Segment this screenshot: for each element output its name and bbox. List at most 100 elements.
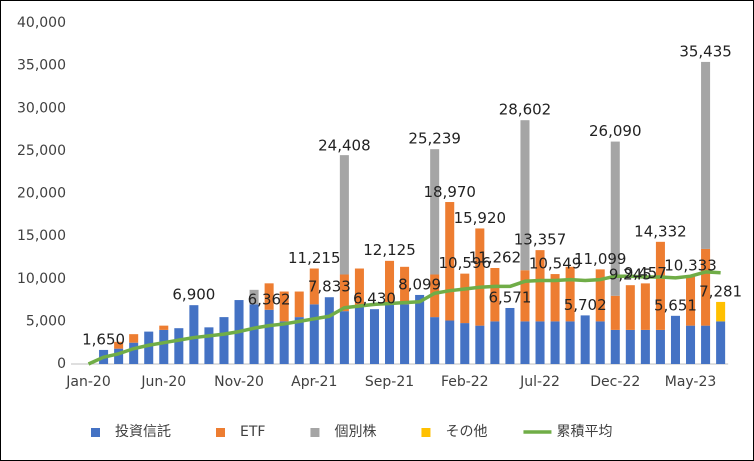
- bar-segment: [385, 260, 395, 305]
- data-label: 6,900: [172, 286, 215, 304]
- data-label: 15,920: [454, 209, 507, 227]
- legend-swatch: [310, 428, 320, 437]
- bar-segment: [415, 294, 425, 364]
- data-label: 14,332: [634, 222, 687, 240]
- bar-segment: [430, 317, 440, 364]
- data-label: 13,357: [514, 231, 567, 249]
- line: [87, 270, 721, 366]
- bar-segment: [701, 248, 711, 326]
- bar-segment: [610, 329, 620, 364]
- data-label: 25,239: [408, 129, 461, 147]
- bar-segment: [595, 321, 605, 364]
- data-label: 7,833: [308, 278, 351, 296]
- bar-segment: [610, 141, 620, 296]
- y-tick-label: 20,000: [17, 186, 66, 202]
- x-tick-label: Jul-22: [519, 374, 560, 390]
- data-label: 24,408: [318, 136, 371, 154]
- legend-label: 累積平均: [556, 424, 612, 440]
- bar-segment: [640, 283, 650, 330]
- data-label: 35,435: [679, 42, 732, 60]
- bar-segment: [460, 323, 470, 364]
- bar-segment: [249, 289, 259, 305]
- bar-segment: [460, 273, 470, 324]
- legend-label: その他: [445, 424, 487, 440]
- bar-segment: [520, 321, 530, 364]
- bar-segment: [505, 307, 515, 364]
- bar-segment: [490, 321, 500, 364]
- bar-segment: [655, 241, 665, 330]
- bar-segment: [159, 329, 169, 364]
- data-label: 10,549: [529, 255, 582, 273]
- bar-segment: [400, 266, 410, 305]
- bar-segment: [565, 266, 575, 322]
- bar-segment: [294, 317, 304, 364]
- x-tick-label: Nov-20: [214, 374, 264, 390]
- y-tick-label: 0: [57, 356, 66, 372]
- bar-segment: [385, 304, 395, 364]
- bar-segment: [430, 149, 440, 275]
- bar-segment: [249, 304, 259, 364]
- bar-segment: [625, 285, 635, 330]
- bar-segment: [400, 304, 410, 364]
- bar-segment: [279, 291, 289, 322]
- x-tick-label: Dec-22: [590, 374, 640, 390]
- data-label: 9,457: [624, 264, 667, 282]
- bar-segment: [520, 270, 530, 322]
- bar-segment: [535, 250, 545, 322]
- legend-swatch: [216, 428, 225, 437]
- legend-label: 個別株: [334, 424, 376, 440]
- bar-segment: [535, 321, 545, 364]
- bar-segment: [204, 327, 214, 364]
- data-label: 5,651: [654, 296, 697, 314]
- bar-segment: [595, 269, 605, 322]
- data-label: 18,970: [423, 183, 476, 201]
- bar-segment: [174, 328, 184, 364]
- bar-segment: [430, 274, 440, 318]
- bar-segment: [701, 61, 711, 249]
- y-tick-label: 5,000: [26, 313, 66, 329]
- bar-segment: [670, 315, 680, 364]
- x-tick-label: Apr-21: [291, 374, 337, 390]
- bar-segment: [339, 274, 349, 312]
- x-tick-label: Feb-22: [441, 374, 489, 390]
- bar-segment: [369, 309, 379, 364]
- y-tick-label: 10,000: [17, 271, 66, 287]
- legend-swatch: [91, 428, 100, 437]
- bar-segment: [490, 267, 500, 322]
- bar-segment: [610, 295, 620, 330]
- bar-segment: [114, 348, 124, 364]
- bar-segment: [565, 321, 575, 364]
- data-label: 9,245: [609, 266, 652, 284]
- data-label: 6,430: [353, 290, 396, 308]
- data-label: 11,215: [288, 249, 341, 267]
- bar-segment: [114, 341, 124, 349]
- bar-segment: [309, 304, 319, 364]
- bar-segment: [445, 202, 455, 321]
- y-tick-label: 40,000: [17, 15, 66, 31]
- bar-segment: [339, 155, 349, 275]
- bar-segment: [159, 325, 169, 330]
- data-label: 6,362: [248, 290, 291, 308]
- data-label: 11,099: [574, 250, 627, 268]
- bar-segment: [520, 120, 530, 271]
- bar-segment: [686, 275, 696, 326]
- legend-swatch: [421, 428, 431, 437]
- bar-segment: [640, 329, 650, 364]
- bar-segment: [686, 325, 696, 364]
- bar-segment: [655, 329, 665, 364]
- data-label: 7,281: [699, 282, 742, 300]
- bar-segment: [550, 274, 560, 322]
- x-tick-label: Jun-20: [140, 374, 186, 390]
- bar-segment: [716, 321, 726, 364]
- x-tick-label: May-23: [665, 374, 717, 390]
- bar-segment: [264, 309, 274, 364]
- bar-segment: [309, 268, 319, 305]
- bar-segment: [625, 329, 635, 364]
- data-label: 28,602: [499, 101, 552, 119]
- bar-segment: [475, 228, 485, 326]
- bar-segment: [716, 301, 726, 322]
- bar-segment: [445, 320, 455, 364]
- bar-segment: [580, 315, 590, 364]
